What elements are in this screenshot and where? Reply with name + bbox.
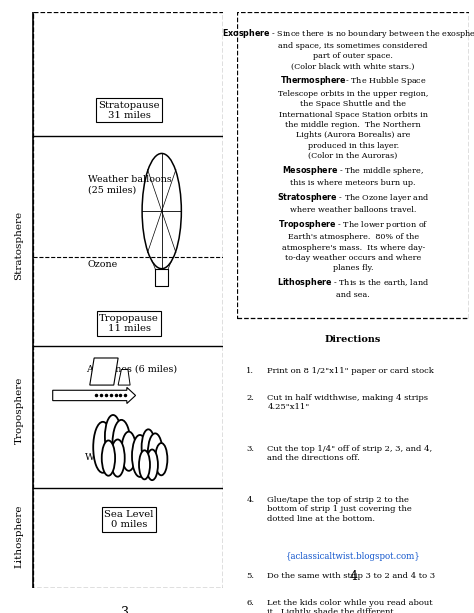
- Circle shape: [132, 435, 148, 477]
- Circle shape: [93, 422, 112, 473]
- Text: 1.: 1.: [246, 367, 254, 375]
- Text: Airplanes (6 miles): Airplanes (6 miles): [86, 365, 177, 374]
- Circle shape: [110, 440, 125, 477]
- Text: Sea Level
0 miles: Sea Level 0 miles: [104, 509, 154, 529]
- Text: Stratosphere: Stratosphere: [14, 211, 23, 280]
- Text: 3.: 3.: [246, 445, 254, 453]
- Polygon shape: [90, 358, 118, 385]
- Circle shape: [102, 441, 115, 476]
- Text: 6.: 6.: [246, 599, 254, 607]
- Text: Print on 8 1/2"x11" paper or card stock: Print on 8 1/2"x11" paper or card stock: [267, 367, 434, 375]
- Text: Cut in half widthwise, making 4 strips
4.25"x11": Cut in half widthwise, making 4 strips 4…: [267, 394, 428, 411]
- Text: Directions: Directions: [325, 335, 381, 344]
- Text: {aclassicaltwist.blogspot.com}: {aclassicaltwist.blogspot.com}: [286, 552, 420, 562]
- Text: 4.: 4.: [246, 497, 255, 504]
- Text: Tropopause
11 miles: Tropopause 11 miles: [99, 314, 159, 333]
- Text: 3: 3: [121, 606, 128, 613]
- Circle shape: [139, 451, 150, 479]
- Text: Weather balloons
(25 miles): Weather balloons (25 miles): [88, 175, 171, 195]
- Circle shape: [121, 432, 136, 471]
- Circle shape: [155, 443, 167, 475]
- Text: Do the same with strip 3 to 2 and 4 to 3: Do the same with strip 3 to 2 and 4 to 3: [267, 572, 435, 580]
- Text: Weather: Weather: [85, 453, 126, 462]
- Text: Glue/tape the top of strip 2 to the
bottom of strip 1 just covering the
dotted l: Glue/tape the top of strip 2 to the bott…: [267, 497, 412, 523]
- FancyArrow shape: [53, 387, 136, 403]
- Text: 4: 4: [349, 571, 357, 584]
- Circle shape: [112, 420, 130, 467]
- Circle shape: [146, 449, 158, 480]
- Text: $\mathbf{Exosphere}$ - Since there is no boundary between the exosphere
and spac: $\mathbf{Exosphere}$ - Since there is no…: [222, 26, 474, 300]
- Text: Stratopause
31 miles: Stratopause 31 miles: [98, 101, 160, 120]
- Circle shape: [148, 433, 163, 472]
- Text: Cut the top 1/4" off of strip 2, 3, and 4,
and the directions off.: Cut the top 1/4" off of strip 2, 3, and …: [267, 445, 432, 462]
- Text: 5.: 5.: [246, 572, 254, 580]
- Text: Ozone: Ozone: [88, 260, 118, 268]
- Text: Let the kids color while you read about
it.  Lightly shade the different
atmosph: Let the kids color while you read about …: [267, 599, 433, 613]
- Text: Lithosphere: Lithosphere: [14, 505, 23, 568]
- Circle shape: [142, 429, 155, 465]
- Text: 2.: 2.: [246, 394, 254, 402]
- Text: Troposphere: Troposphere: [14, 376, 23, 444]
- Circle shape: [105, 415, 121, 458]
- Polygon shape: [118, 370, 130, 385]
